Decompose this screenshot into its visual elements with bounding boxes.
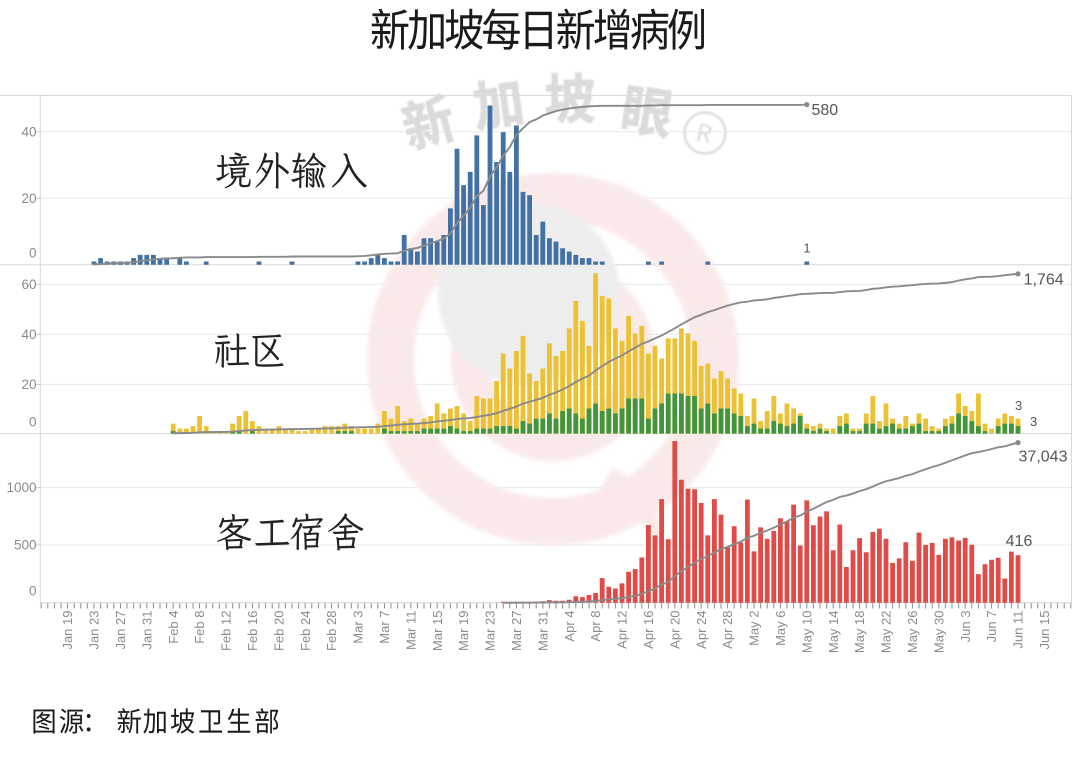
svg-text:Feb 28: Feb 28 (324, 611, 339, 651)
svg-text:Jan 23: Jan 23 (87, 611, 102, 650)
svg-text:0: 0 (29, 584, 37, 599)
svg-text:20: 20 (21, 191, 36, 206)
svg-text:Feb 16: Feb 16 (245, 611, 260, 651)
svg-text:Feb 8: Feb 8 (192, 611, 207, 644)
svg-text:1: 1 (803, 241, 810, 256)
svg-text:416: 416 (1006, 533, 1033, 550)
svg-text:Mar 7: Mar 7 (377, 611, 392, 644)
svg-text:0: 0 (29, 246, 37, 261)
svg-text:Feb 12: Feb 12 (219, 611, 234, 651)
svg-text:Apr 24: Apr 24 (694, 611, 709, 649)
svg-text:May 26: May 26 (905, 611, 920, 654)
svg-text:580: 580 (812, 102, 839, 119)
svg-text:May 18: May 18 (852, 611, 867, 654)
svg-text:Jun 15: Jun 15 (1037, 611, 1052, 650)
svg-text:Mar 31: Mar 31 (535, 611, 550, 651)
svg-text:Apr 12: Apr 12 (615, 611, 630, 649)
svg-text:May 30: May 30 (931, 611, 946, 654)
svg-text:May 10: May 10 (799, 611, 814, 654)
svg-text:20: 20 (21, 377, 36, 392)
svg-text:Mar 15: Mar 15 (430, 611, 445, 651)
svg-text:May 14: May 14 (826, 611, 841, 654)
svg-text:Jan 31: Jan 31 (139, 611, 154, 650)
svg-text:Mar 23: Mar 23 (483, 611, 498, 651)
svg-text:Jan 19: Jan 19 (60, 611, 75, 650)
svg-text:Apr 16: Apr 16 (641, 611, 656, 649)
svg-text:1,764: 1,764 (1024, 271, 1064, 288)
svg-text:Apr 4: Apr 4 (562, 611, 577, 642)
svg-text:37,043: 37,043 (1019, 448, 1068, 465)
svg-text:3: 3 (1030, 414, 1037, 429)
svg-text:Feb 24: Feb 24 (298, 611, 313, 651)
svg-text:40: 40 (21, 124, 36, 139)
svg-text:Feb 20: Feb 20 (271, 611, 286, 651)
svg-text:3: 3 (1015, 398, 1022, 413)
svg-text:Jun 7: Jun 7 (984, 611, 999, 643)
svg-text:Jun 3: Jun 3 (958, 611, 973, 643)
svg-text:Mar 27: Mar 27 (509, 611, 524, 651)
svg-text:May 22: May 22 (879, 611, 894, 654)
svg-text:40: 40 (21, 327, 36, 342)
svg-text:Mar 3: Mar 3 (351, 611, 366, 644)
svg-text:Jan 27: Jan 27 (113, 611, 128, 650)
svg-text:Jun 11: Jun 11 (1011, 611, 1026, 649)
svg-text:500: 500 (14, 538, 37, 553)
svg-text:Feb 4: Feb 4 (166, 611, 181, 644)
svg-text:0: 0 (29, 415, 37, 430)
svg-text:Mar 19: Mar 19 (456, 611, 471, 651)
svg-text:May 6: May 6 (773, 611, 788, 646)
svg-text:1000: 1000 (6, 480, 36, 495)
svg-text:May 2: May 2 (747, 611, 762, 646)
svg-text:Apr 20: Apr 20 (667, 611, 682, 649)
svg-text:Mar 11: Mar 11 (403, 611, 418, 651)
svg-text:60: 60 (21, 277, 36, 292)
svg-text:Apr 8: Apr 8 (588, 611, 603, 642)
svg-text:Apr 28: Apr 28 (720, 611, 735, 649)
